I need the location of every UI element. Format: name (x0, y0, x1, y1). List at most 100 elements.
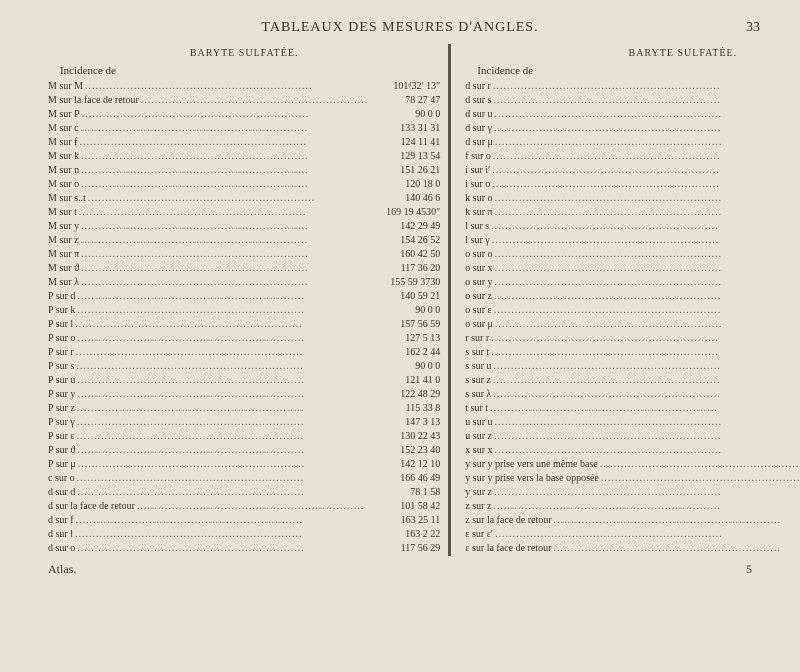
row-label: P sur k (48, 304, 75, 318)
leader-dots (493, 318, 800, 332)
table-row: M sur f124 11 41 (48, 136, 440, 150)
leader-dots (77, 136, 370, 150)
leader-dots (75, 304, 370, 318)
table-row: P sur μ142 12 10 (48, 458, 440, 472)
row-label: M sur c (48, 122, 79, 136)
table-row: P sur l157 56 59 (48, 318, 440, 332)
left-section-title: BARYTE SULFATÉE. (48, 48, 440, 59)
row-label: r sur r (465, 332, 489, 346)
table-row: s sur u148 19 0 (465, 360, 800, 374)
row-label: o sur o (465, 248, 492, 262)
main-title: TABLEAUX DES MESURES D'ANGLES. (70, 20, 730, 36)
table-row: t sur t122 52 42 (465, 402, 800, 416)
leader-dots (493, 276, 800, 290)
row-label: M sur y (48, 220, 79, 234)
table-row: P sur d140 59 21 (48, 290, 440, 304)
row-label: M sur λ (48, 276, 79, 290)
leader-dots (79, 164, 370, 178)
table-row: o sur μ153 18 29 (465, 318, 800, 332)
right-sub-header: Incidence de (465, 65, 800, 77)
columns-container: BARYTE SULFATÉE. Incidence de M sur M101… (40, 44, 760, 556)
table-row: M sur k129 13 54 (48, 150, 440, 164)
leader-dots (493, 528, 800, 542)
row-label: k sur π (465, 206, 492, 220)
table-row: M sur π160 42 50 (48, 248, 440, 262)
leader-dots (599, 472, 800, 486)
leader-dots (75, 402, 370, 416)
table-row: u sur z145 12 29 (465, 430, 800, 444)
leader-dots (75, 472, 371, 486)
table-row: M sur n151 26 21 (48, 164, 440, 178)
leader-dots (74, 360, 370, 374)
table-row: y sur y prise vers la base opposée114 22… (465, 472, 800, 486)
table-row: d sur la face de retour101 58 42 (48, 500, 440, 514)
table-row: y sur z161 42 7 (465, 486, 800, 500)
row-value: 140 46 6 (370, 192, 440, 206)
leader-dots (79, 262, 370, 276)
row-label: M sur o (48, 178, 79, 192)
table-row: l sur s112 3 1 (465, 220, 800, 234)
row-value: 117 56 29 (370, 542, 440, 556)
leader-dots (492, 430, 800, 444)
row-label: y sur z (465, 486, 492, 500)
table-row: ε sur ε′99 14 34 (465, 528, 800, 542)
leader-dots (75, 542, 370, 556)
row-label: d sur u (465, 108, 492, 122)
leader-dots (493, 108, 800, 122)
leader-dots (551, 542, 800, 556)
leader-dots (491, 150, 800, 164)
left-sub-header: Incidence de (48, 65, 440, 77)
row-label: M sur P (48, 108, 80, 122)
leader-dots (139, 94, 371, 108)
table-row: o sur y153 57 51 (465, 276, 800, 290)
leader-dots (79, 276, 370, 290)
table-row: P sur r162 2 44 (48, 346, 440, 360)
table-row: x sur x129 59 32 (465, 444, 800, 458)
leader-dots (491, 374, 800, 388)
page-header: TABLEAUX DES MESURES D'ANGLES. 33 (40, 20, 760, 36)
row-label: P sur z (48, 402, 75, 416)
leader-dots (75, 290, 370, 304)
leader-dots (488, 402, 800, 416)
leader-dots (75, 486, 370, 500)
table-row: d sur γ173 56 8 (465, 122, 800, 136)
row-value: 115 33 8 (370, 402, 440, 416)
row-value: 152 23 40 (370, 444, 440, 458)
footer-left: Atlas. (48, 562, 76, 577)
leader-dots (76, 458, 371, 472)
row-value: 160 42 50 (370, 248, 440, 262)
row-label: P sur d (48, 290, 75, 304)
table-row: M sur M101ᵈ32′ 13″ (48, 80, 440, 94)
row-label: s sur λ (465, 388, 491, 402)
right-column: BARYTE SULFATÉE. Incidence de d sur r158… (450, 44, 800, 556)
row-label: ε sur ε′ (465, 528, 493, 542)
left-rows: M sur M101ᵈ32′ 13″M sur la face de retou… (48, 80, 440, 556)
row-label: o sur μ (465, 318, 493, 332)
leader-dots (75, 332, 370, 346)
leader-dots (80, 108, 371, 122)
table-row: M sur s..t 140 46 6 (48, 192, 440, 206)
table-row: d sur f163 25 11 (48, 514, 440, 528)
leader-dots (79, 248, 370, 262)
table-row: z sur la face de retour91 19 56 (465, 514, 800, 528)
leader-dots (75, 444, 370, 458)
table-row: i sur i′138 35 24 (465, 164, 800, 178)
row-label: i sur i′ (465, 164, 490, 178)
table-row: y sur y prise vers une même base88 25 22 (465, 458, 800, 472)
table-row: M sur z154 26 52 (48, 234, 440, 248)
row-label: s sur z (465, 374, 491, 388)
row-value: 142 12 10 (370, 458, 440, 472)
leader-dots (74, 514, 371, 528)
leader-dots (493, 192, 800, 206)
table-row: P sur y122 48 29 (48, 388, 440, 402)
row-label: z sur z (465, 500, 491, 514)
row-value: 90 0 0 (370, 304, 440, 318)
row-label: M sur t (48, 206, 77, 220)
table-row: P sur γ147 3 13 (48, 416, 440, 430)
right-rows: d sur r158ᵈ56′ 45″d sur s129 0 39d sur u… (465, 80, 800, 556)
table-row: d sur l163 2 22 (48, 528, 440, 542)
table-row: s sur z144 20 2 (465, 374, 800, 388)
row-label: M sur s..t (48, 192, 86, 206)
table-row: o sur z135 39 58 (465, 290, 800, 304)
table-row: f sur o134 31 18 (465, 150, 800, 164)
